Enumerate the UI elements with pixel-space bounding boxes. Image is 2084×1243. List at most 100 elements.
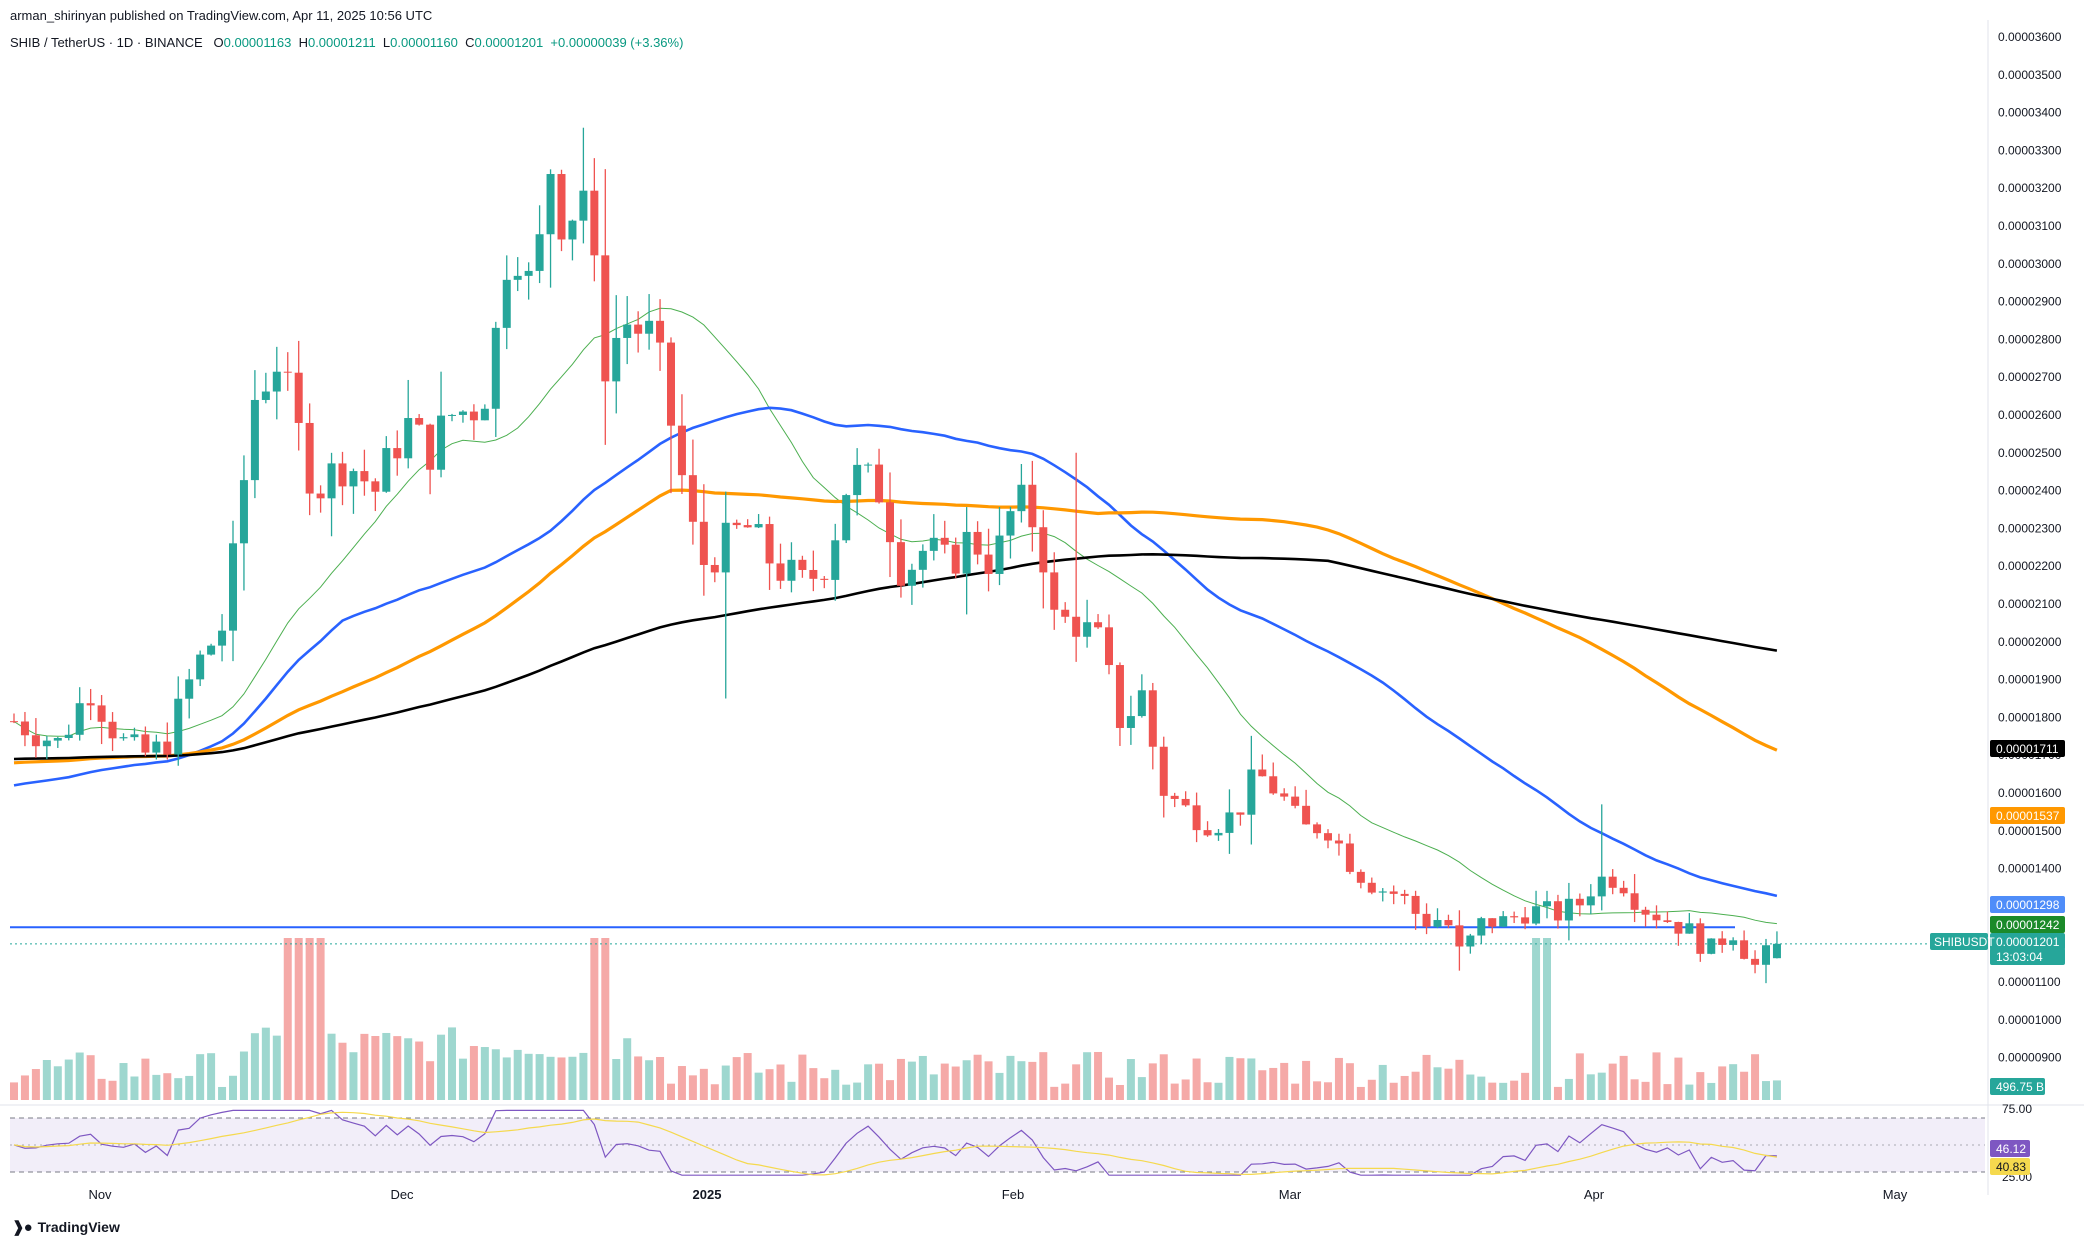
volume-bar — [1192, 1058, 1201, 1100]
volume-bar — [1575, 1053, 1584, 1100]
candle-body — [1192, 805, 1201, 831]
candle-body — [480, 408, 489, 421]
price-tick-label: 0.00003500 — [1998, 68, 2062, 82]
volume-bar — [1378, 1064, 1387, 1100]
volume-bar — [1389, 1082, 1398, 1100]
volume-bar — [1608, 1063, 1617, 1100]
volume-bar — [590, 938, 599, 1100]
ma20-price-tag: 0.00001242 — [1990, 916, 2065, 933]
volume-bar — [141, 1058, 150, 1100]
candle-body — [645, 320, 654, 334]
volume-bar — [1324, 1082, 1332, 1100]
candle-body — [1006, 511, 1015, 536]
candle-body — [1181, 798, 1190, 806]
candle-body — [1751, 958, 1760, 965]
candle-body — [1225, 812, 1234, 833]
candle-body — [1236, 812, 1245, 815]
candle-body — [1466, 935, 1475, 947]
candle-body — [546, 174, 555, 235]
candle-body — [141, 734, 150, 753]
volume-bar — [272, 1035, 281, 1100]
price-tick-label: 0.00002400 — [1998, 484, 2062, 498]
price-tick-label: 0.00001500 — [1998, 824, 2062, 838]
candle-body — [1488, 918, 1497, 927]
candle-body — [699, 521, 708, 565]
candle-body — [1291, 796, 1300, 806]
high-value: 0.00001211 — [307, 35, 376, 50]
time-tick-label: Apr — [1584, 1187, 1605, 1202]
candle-body — [327, 463, 336, 499]
volume-bar — [1181, 1079, 1190, 1100]
candle-body — [754, 524, 763, 528]
ma50-line — [13, 406, 1778, 898]
candle-body — [338, 463, 347, 487]
candle-body — [1630, 893, 1639, 910]
candle-body — [294, 372, 303, 423]
volume-bar — [1696, 1072, 1705, 1100]
volume-bar — [250, 1033, 259, 1100]
time-tick-label: Feb — [1002, 1187, 1024, 1202]
volume-bar — [1772, 1080, 1781, 1100]
brand-text: TradingView — [37, 1219, 120, 1235]
volume-bar — [1137, 1077, 1146, 1100]
time-axis[interactable]: Nov Dec 2025 Feb Mar Apr May — [88, 1187, 1907, 1202]
support-line[interactable] — [10, 926, 1985, 945]
volume-bar — [119, 1063, 128, 1100]
open-label: O — [213, 35, 224, 50]
price-tick-label: 0.00002000 — [1998, 635, 2062, 649]
volume-bar — [316, 938, 325, 1100]
candle-body — [973, 531, 982, 555]
candle-body — [1017, 484, 1026, 512]
volume-bar — [612, 1059, 621, 1100]
volume-bar — [1685, 1084, 1694, 1100]
volume-bar — [327, 1033, 336, 1100]
candle-body — [283, 371, 292, 373]
volume-bar — [1444, 1068, 1453, 1100]
price-tick-label: 0.00000900 — [1998, 1051, 2062, 1065]
candle-body — [864, 464, 873, 466]
volume-bar — [1094, 1051, 1103, 1100]
candle-body — [886, 502, 894, 543]
candle-body — [239, 480, 248, 544]
price-axis[interactable]: 0.00003600 0.00003500 0.00003400 0.00003300… — [1987, 20, 2062, 1195]
candle-body — [75, 703, 84, 735]
candle-body — [1674, 921, 1683, 934]
volume-bar — [645, 1060, 654, 1100]
ma50-price-tag-bg — [1990, 896, 2065, 913]
candle-body — [1696, 923, 1705, 954]
candle-body — [1740, 940, 1749, 959]
candle-body — [1411, 895, 1420, 914]
tradingview-logo[interactable]: ❱● TradingView — [12, 1218, 120, 1236]
candle-body — [601, 255, 610, 382]
volume-bar — [1674, 1057, 1683, 1100]
volume-bar — [929, 1074, 938, 1100]
volume-bar — [513, 1049, 522, 1100]
volume-bar — [907, 1061, 916, 1100]
volume-bar — [1291, 1083, 1300, 1100]
price-tick-label: 0.00002500 — [1998, 446, 2062, 460]
moving-average-lines — [13, 307, 1778, 925]
candle-body — [1608, 876, 1617, 888]
volume-bar — [1214, 1082, 1223, 1100]
candle-body — [809, 569, 818, 579]
price-tick-label: 0.00002100 — [1998, 597, 2062, 611]
volume-bar — [787, 1081, 796, 1100]
price-tick-label: 0.00003100 — [1998, 219, 2062, 233]
candle-body — [1729, 940, 1738, 945]
candle-body — [1356, 871, 1365, 883]
volume-bar — [809, 1068, 818, 1100]
last-price-tag-bg — [1990, 933, 2065, 950]
volume-bar — [218, 1086, 227, 1100]
candle-body — [316, 493, 325, 499]
time-tick-label: 2025 — [693, 1187, 722, 1202]
volume-bar — [1039, 1052, 1048, 1100]
volume-bar — [1740, 1071, 1749, 1100]
candle-body — [732, 522, 741, 526]
candle-body — [491, 327, 500, 409]
countdown-tag: 13:03:04 — [1990, 948, 2065, 965]
volume-bar — [973, 1054, 982, 1100]
candles — [10, 127, 1781, 984]
candle-body — [688, 475, 697, 522]
volume-bar — [20, 1075, 29, 1100]
